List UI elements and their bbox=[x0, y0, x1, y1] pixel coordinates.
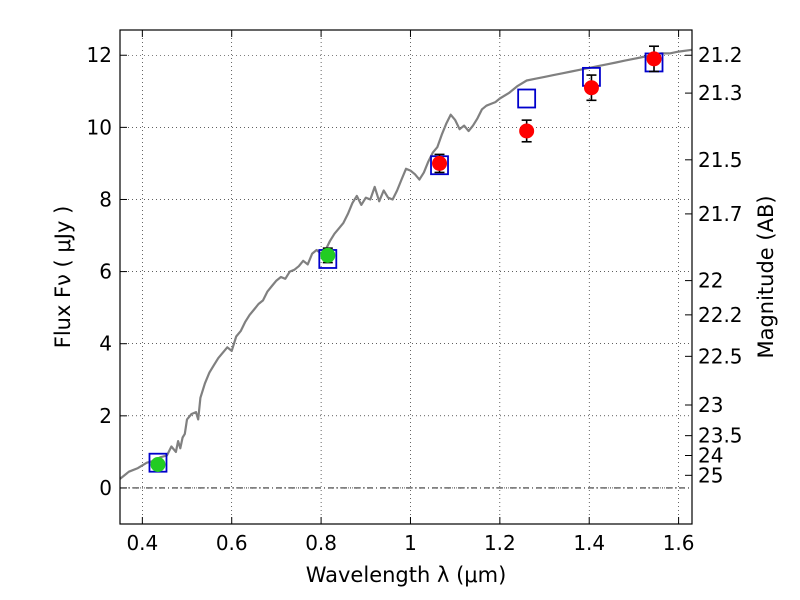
y-tick-label: 0 bbox=[99, 476, 112, 500]
y2-tick-label: 21.2 bbox=[698, 43, 743, 67]
y2-tick-label: 24 bbox=[698, 443, 723, 467]
data-point bbox=[432, 155, 448, 171]
data-point bbox=[583, 80, 599, 96]
sed-line-layer bbox=[119, 48, 693, 480]
x-tick-label: 0.4 bbox=[126, 531, 158, 555]
sed-line bbox=[119, 48, 693, 480]
x-tick-label: 0.8 bbox=[305, 531, 337, 555]
model-square-layer bbox=[148, 52, 664, 473]
data-point bbox=[519, 123, 535, 139]
y2-tick-label: 21.7 bbox=[698, 202, 743, 226]
y2-tick-label: 25 bbox=[698, 463, 723, 487]
y2-tick-label: 21.5 bbox=[698, 148, 743, 172]
y-tick-label: 6 bbox=[99, 260, 112, 284]
y2-tick-label: 22.2 bbox=[698, 303, 743, 327]
y2-tick-label: 22.5 bbox=[698, 344, 743, 368]
y-tick-label: 10 bbox=[87, 115, 112, 139]
y-tick-label: 2 bbox=[99, 404, 112, 428]
y-axis-label: Flux Fν ( μJy ) bbox=[51, 206, 75, 349]
grid-layer bbox=[120, 30, 692, 524]
y-tick-label: 4 bbox=[99, 332, 112, 356]
model-square-marker bbox=[517, 88, 537, 109]
plot-frame bbox=[119, 29, 693, 525]
data-point bbox=[150, 457, 166, 473]
y-tick-label: 8 bbox=[99, 187, 112, 211]
data-point bbox=[320, 247, 336, 263]
x-tick-label: 1.4 bbox=[573, 531, 605, 555]
tick-layer bbox=[120, 30, 692, 524]
x-tick-label: 1.6 bbox=[663, 531, 695, 555]
data-point bbox=[646, 51, 662, 67]
y2-axis-label: Magnitude (AB) bbox=[754, 195, 778, 358]
observed-point-layer bbox=[150, 45, 662, 473]
y-tick-label: 12 bbox=[87, 43, 112, 67]
x-axis-label: Wavelength λ (μm) bbox=[306, 563, 507, 587]
x-tick-label: 1 bbox=[404, 531, 417, 555]
y2-tick-label: 23.5 bbox=[698, 424, 743, 448]
y2-tick-label: 21.3 bbox=[698, 81, 743, 105]
x-tick-label: 1.2 bbox=[484, 531, 516, 555]
x-tick-label: 0.6 bbox=[216, 531, 248, 555]
y2-tick-label: 23 bbox=[698, 393, 723, 417]
y2-tick-label: 22 bbox=[698, 269, 723, 293]
